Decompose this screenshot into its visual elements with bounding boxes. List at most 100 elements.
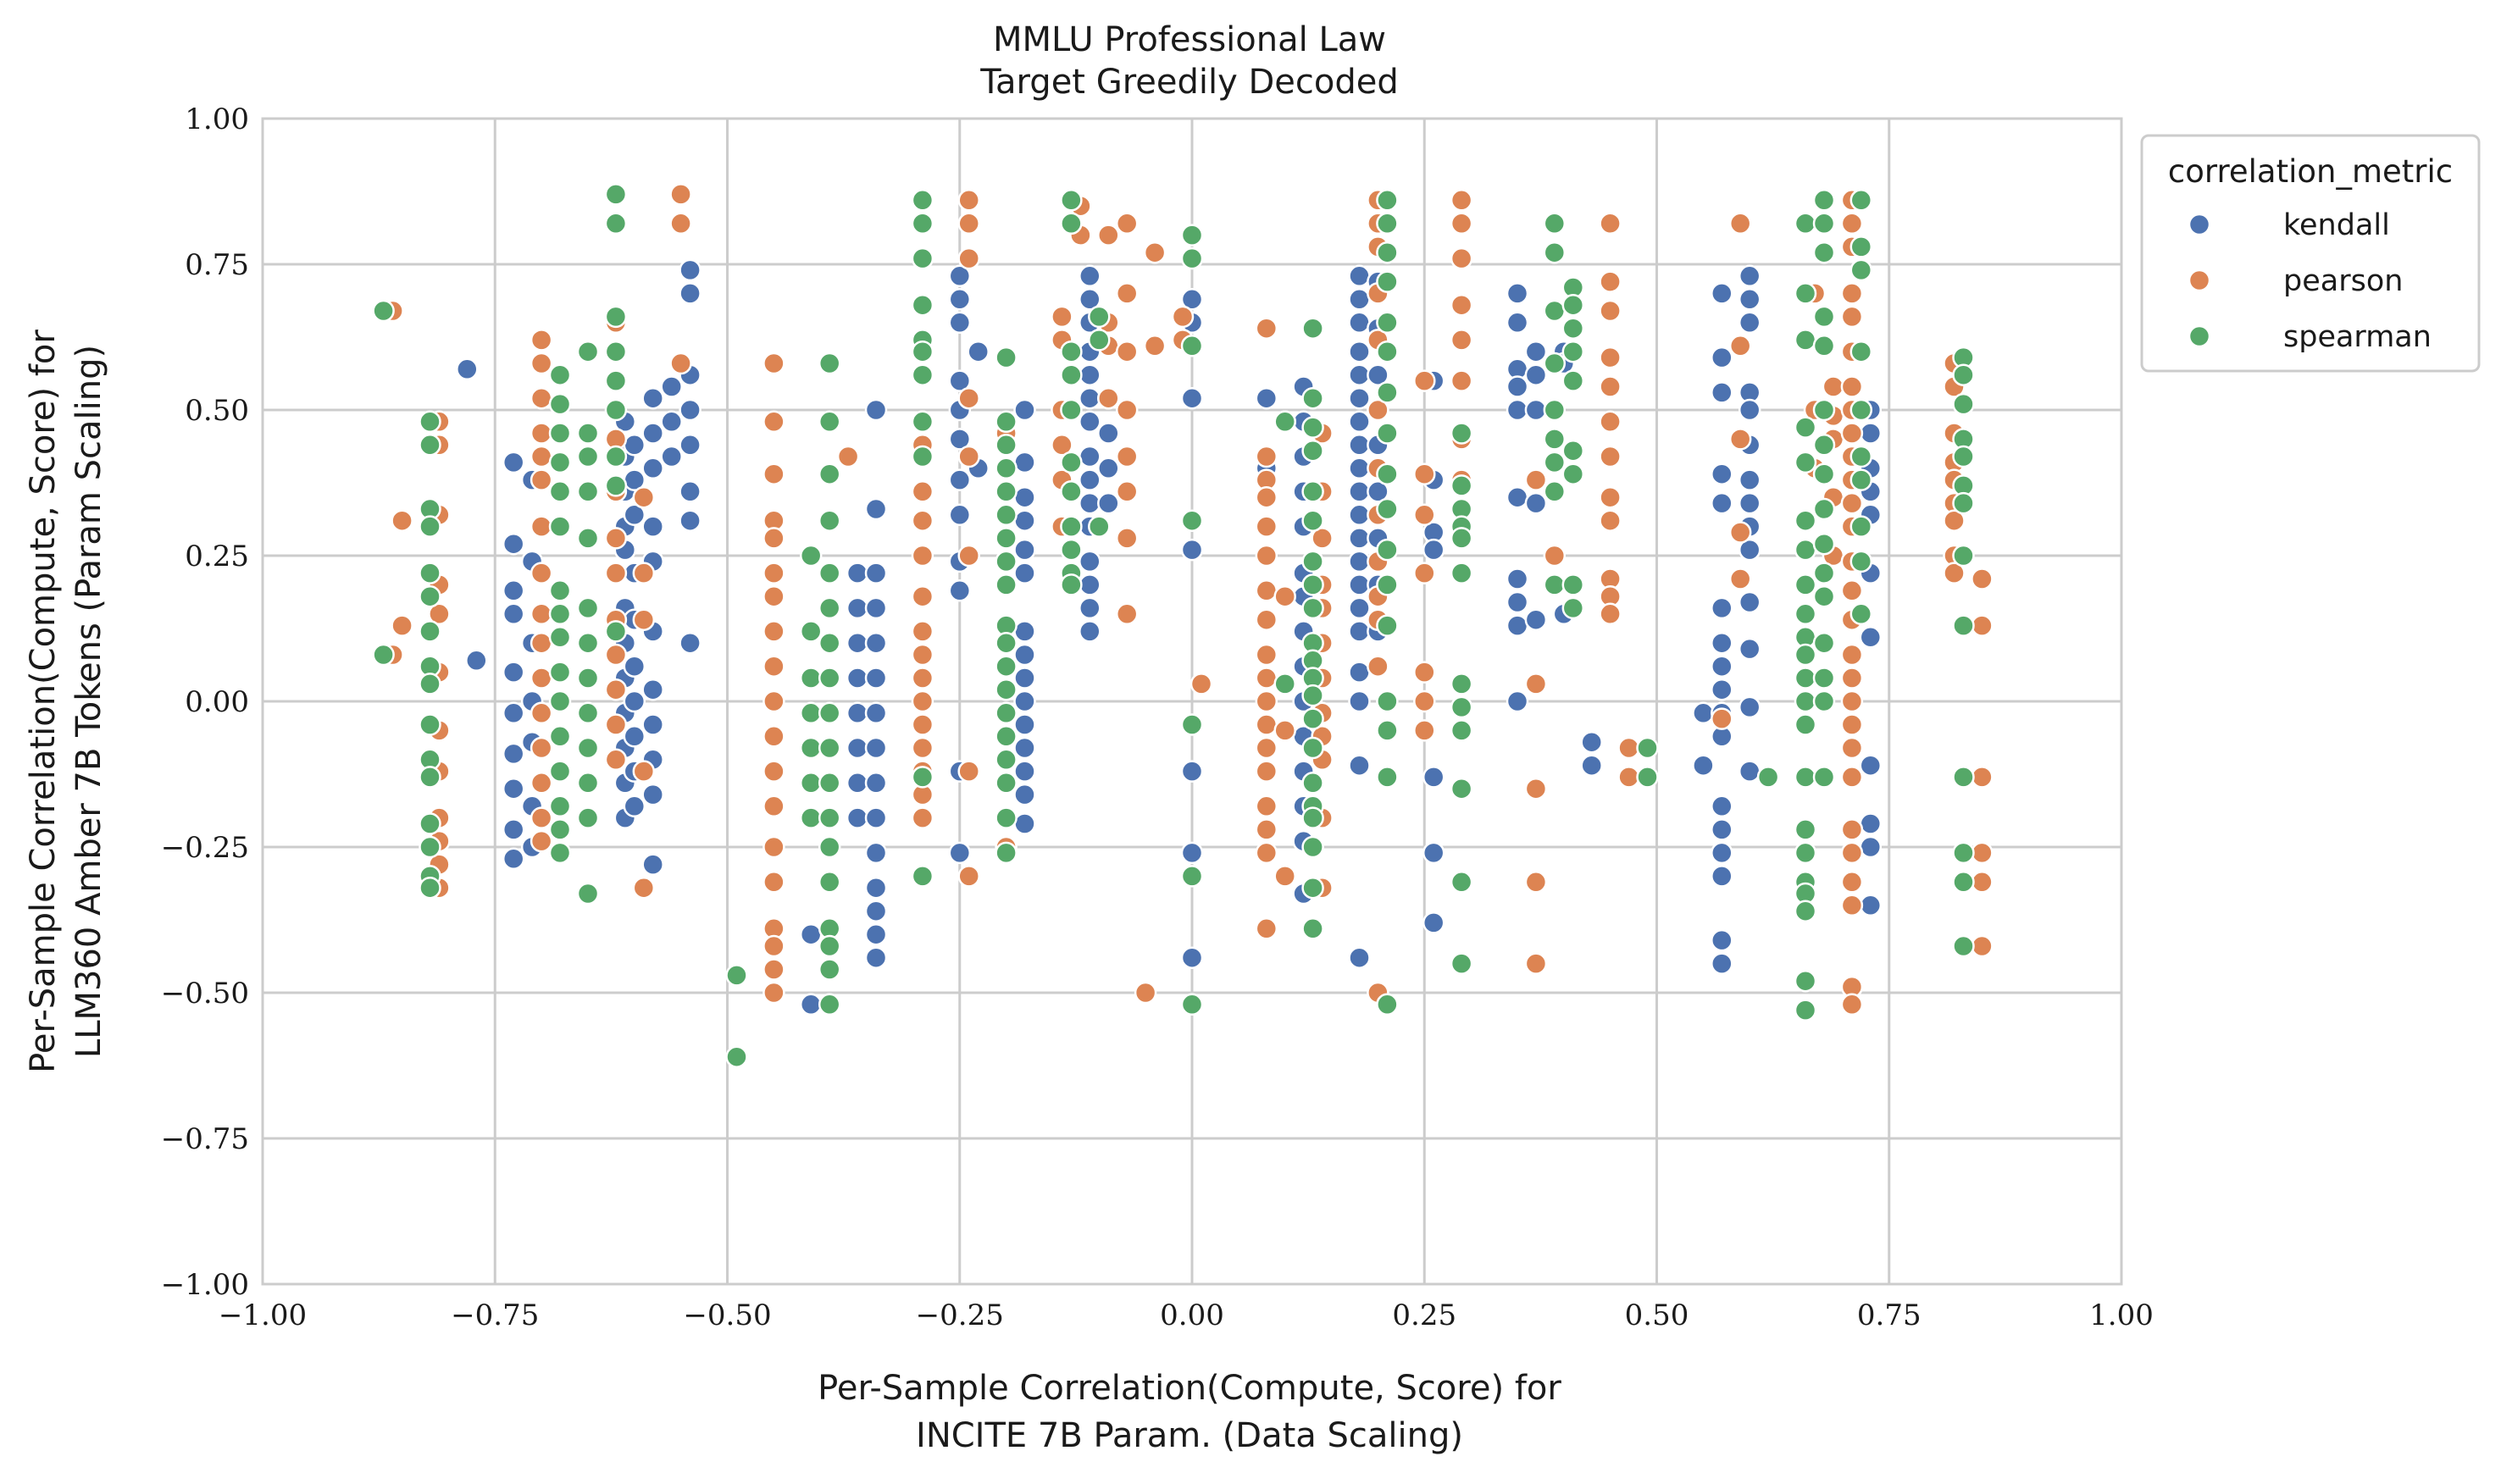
point-kendall [846,596,869,620]
point-pearson [391,614,413,637]
point-spearman [995,748,1018,772]
point-kendall [864,562,888,584]
point-pearson [1840,894,1864,917]
point-kendall [679,480,702,503]
point-spearman [995,550,1018,573]
point-spearman [548,392,572,416]
point-pearson [1115,282,1139,305]
point-spearman [818,835,841,859]
point-spearman [1952,871,1975,894]
point-kendall [1524,363,1548,386]
point-kendall [1013,485,1036,509]
point-kendall [1506,614,1529,637]
point-spearman [576,882,600,905]
point-pearson [632,608,656,631]
point-pearson [1255,736,1278,760]
point-pearson [1599,270,1622,293]
point-spearman [1636,766,1659,789]
point-spearman [911,189,934,212]
legend: correlation_metric kendall pearson spear… [2140,134,2481,373]
point-spearman [1849,258,1873,282]
point-pearson [1115,445,1139,468]
point-pearson [1450,246,1473,270]
point-kendall [1348,661,1371,684]
point-kendall [864,631,888,655]
point-spearman [799,544,823,568]
point-spearman [1561,573,1585,596]
y-tick-label: 0.75 [185,248,249,282]
point-spearman [1450,871,1473,894]
point-pearson [1255,544,1278,568]
point-pearson [632,485,656,509]
point-kendall [1013,398,1036,422]
point-kendall [623,689,646,713]
point-spearman [1301,772,1324,795]
point-pearson [957,760,980,783]
point-kendall [846,562,869,584]
point-kendall [623,434,646,457]
series-kendall [456,258,1883,1016]
point-kendall [1711,346,1733,369]
point-spearman [548,661,572,684]
point-spearman [419,835,441,859]
point-spearman [818,667,841,689]
point-pearson [1450,329,1473,352]
point-pearson [1413,689,1436,713]
point-spearman [995,346,1018,369]
point-spearman [725,964,748,987]
point-kendall [1097,457,1120,480]
point-spearman [1376,614,1399,637]
point-spearman [548,689,572,713]
x-tick-label: 0.50 [1625,1298,1689,1332]
point-spearman [1273,410,1296,434]
point-kendall [1180,288,1204,311]
y-tick-label: 0.00 [185,685,249,719]
point-spearman [995,434,1018,457]
point-kendall [1013,620,1036,643]
point-spearman [799,620,823,643]
point-pearson [530,352,553,375]
point-kendall [864,841,888,865]
point-spearman [1301,439,1324,462]
point-pearson [1840,841,1864,865]
point-pearson [1051,305,1073,329]
point-kendall [864,497,888,521]
point-spearman [1301,684,1324,707]
point-spearman [1849,398,1873,422]
point-kendall [1711,381,1733,404]
point-kendall [864,398,888,422]
point-kendall [502,532,525,556]
point-pearson [1255,841,1278,865]
point-spearman [1952,934,1975,958]
point-spearman [1952,363,1975,386]
point-pearson [762,527,785,550]
point-kendall [1711,795,1733,818]
point-spearman [1376,766,1399,789]
point-kendall [1013,713,1036,736]
point-spearman [1088,515,1111,538]
point-spearman [576,631,600,655]
point-kendall [1079,410,1101,434]
point-spearman [1376,719,1399,742]
point-spearman [818,934,841,958]
point-spearman [995,806,1018,829]
point-spearman [1450,719,1473,742]
point-pearson [1599,299,1622,323]
point-kendall [1348,386,1371,410]
point-spearman [604,305,628,329]
point-kendall [1711,596,1733,620]
point-spearman [1301,876,1324,900]
point-spearman [1376,422,1399,445]
point-spearman [1543,428,1567,451]
point-spearman [1301,550,1324,573]
point-spearman [1450,527,1473,550]
point-kendall [846,667,869,689]
legend-label-kendall: kendall [2283,208,2390,242]
point-pearson [1413,503,1436,527]
point-pearson [957,246,980,270]
point-spearman [1543,299,1567,323]
point-kendall [864,922,888,946]
point-spearman [911,363,934,386]
point-spearman [1812,189,1836,212]
point-pearson [1413,562,1436,584]
